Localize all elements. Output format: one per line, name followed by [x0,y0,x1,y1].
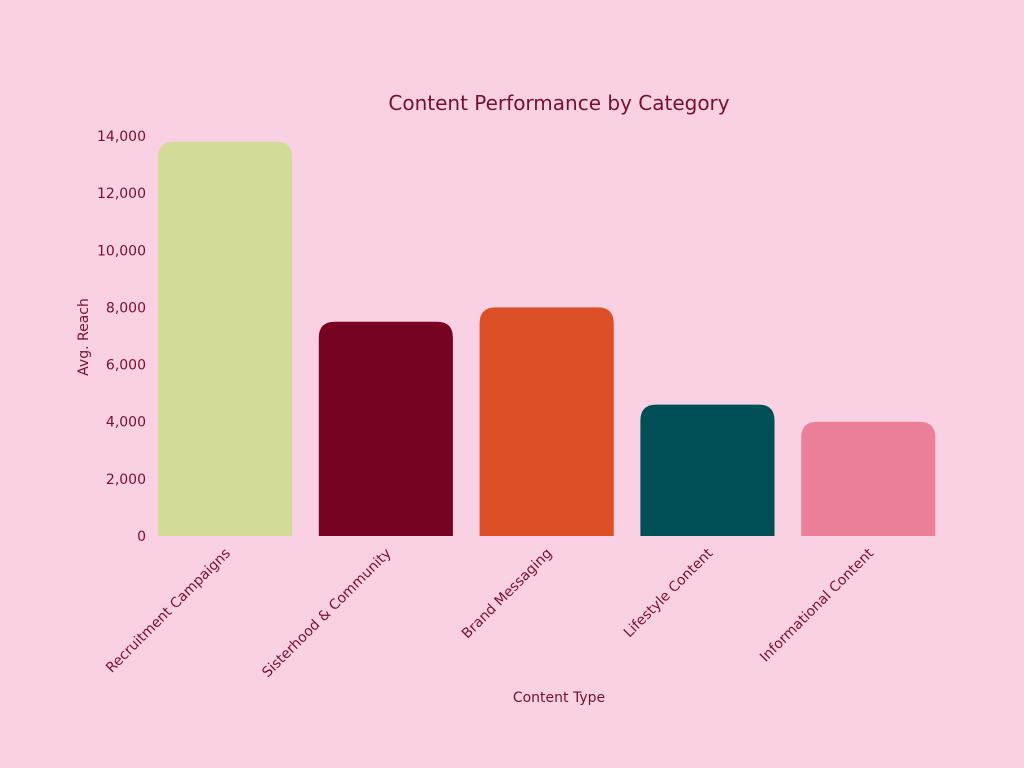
x-tick-label: Informational Content [757,545,877,665]
bars [158,141,936,536]
y-tick-label: 4,000 [106,415,146,431]
bar-lifestyle-content [640,404,775,536]
y-axis-ticks: 0 2,000 4,000 6,000 8,000 10,000 12,000 14,000 [97,129,146,545]
y-tick-label: 14,000 [97,129,146,145]
y-tick-label: 8,000 [106,300,146,316]
y-tick-label: 2,000 [106,472,146,488]
x-tick-label: Sisterhood & Community [259,546,394,681]
x-axis-title: Content Type [513,690,605,706]
bar-recruitment-campaigns [158,141,293,536]
y-tick-label: 10,000 [97,243,146,259]
y-tick-label: 12,000 [97,186,146,202]
chart-title: Content Performance by Category [388,91,729,115]
y-tick-label: 0 [137,529,146,545]
x-tick-label: Lifestyle Content [621,545,717,641]
bar-sisterhood-community [318,321,453,536]
y-axis-title: Avg. Reach [76,298,92,376]
y-tick-label: 6,000 [106,358,146,374]
bar-informational-content [801,421,936,536]
x-tick-label: Recruitment Campaigns [103,546,234,677]
bar-brand-messaging [479,307,614,536]
x-axis-ticks: Recruitment Campaigns Sisterhood & Commun… [103,545,877,681]
x-tick-label: Brand Messaging [459,546,556,643]
